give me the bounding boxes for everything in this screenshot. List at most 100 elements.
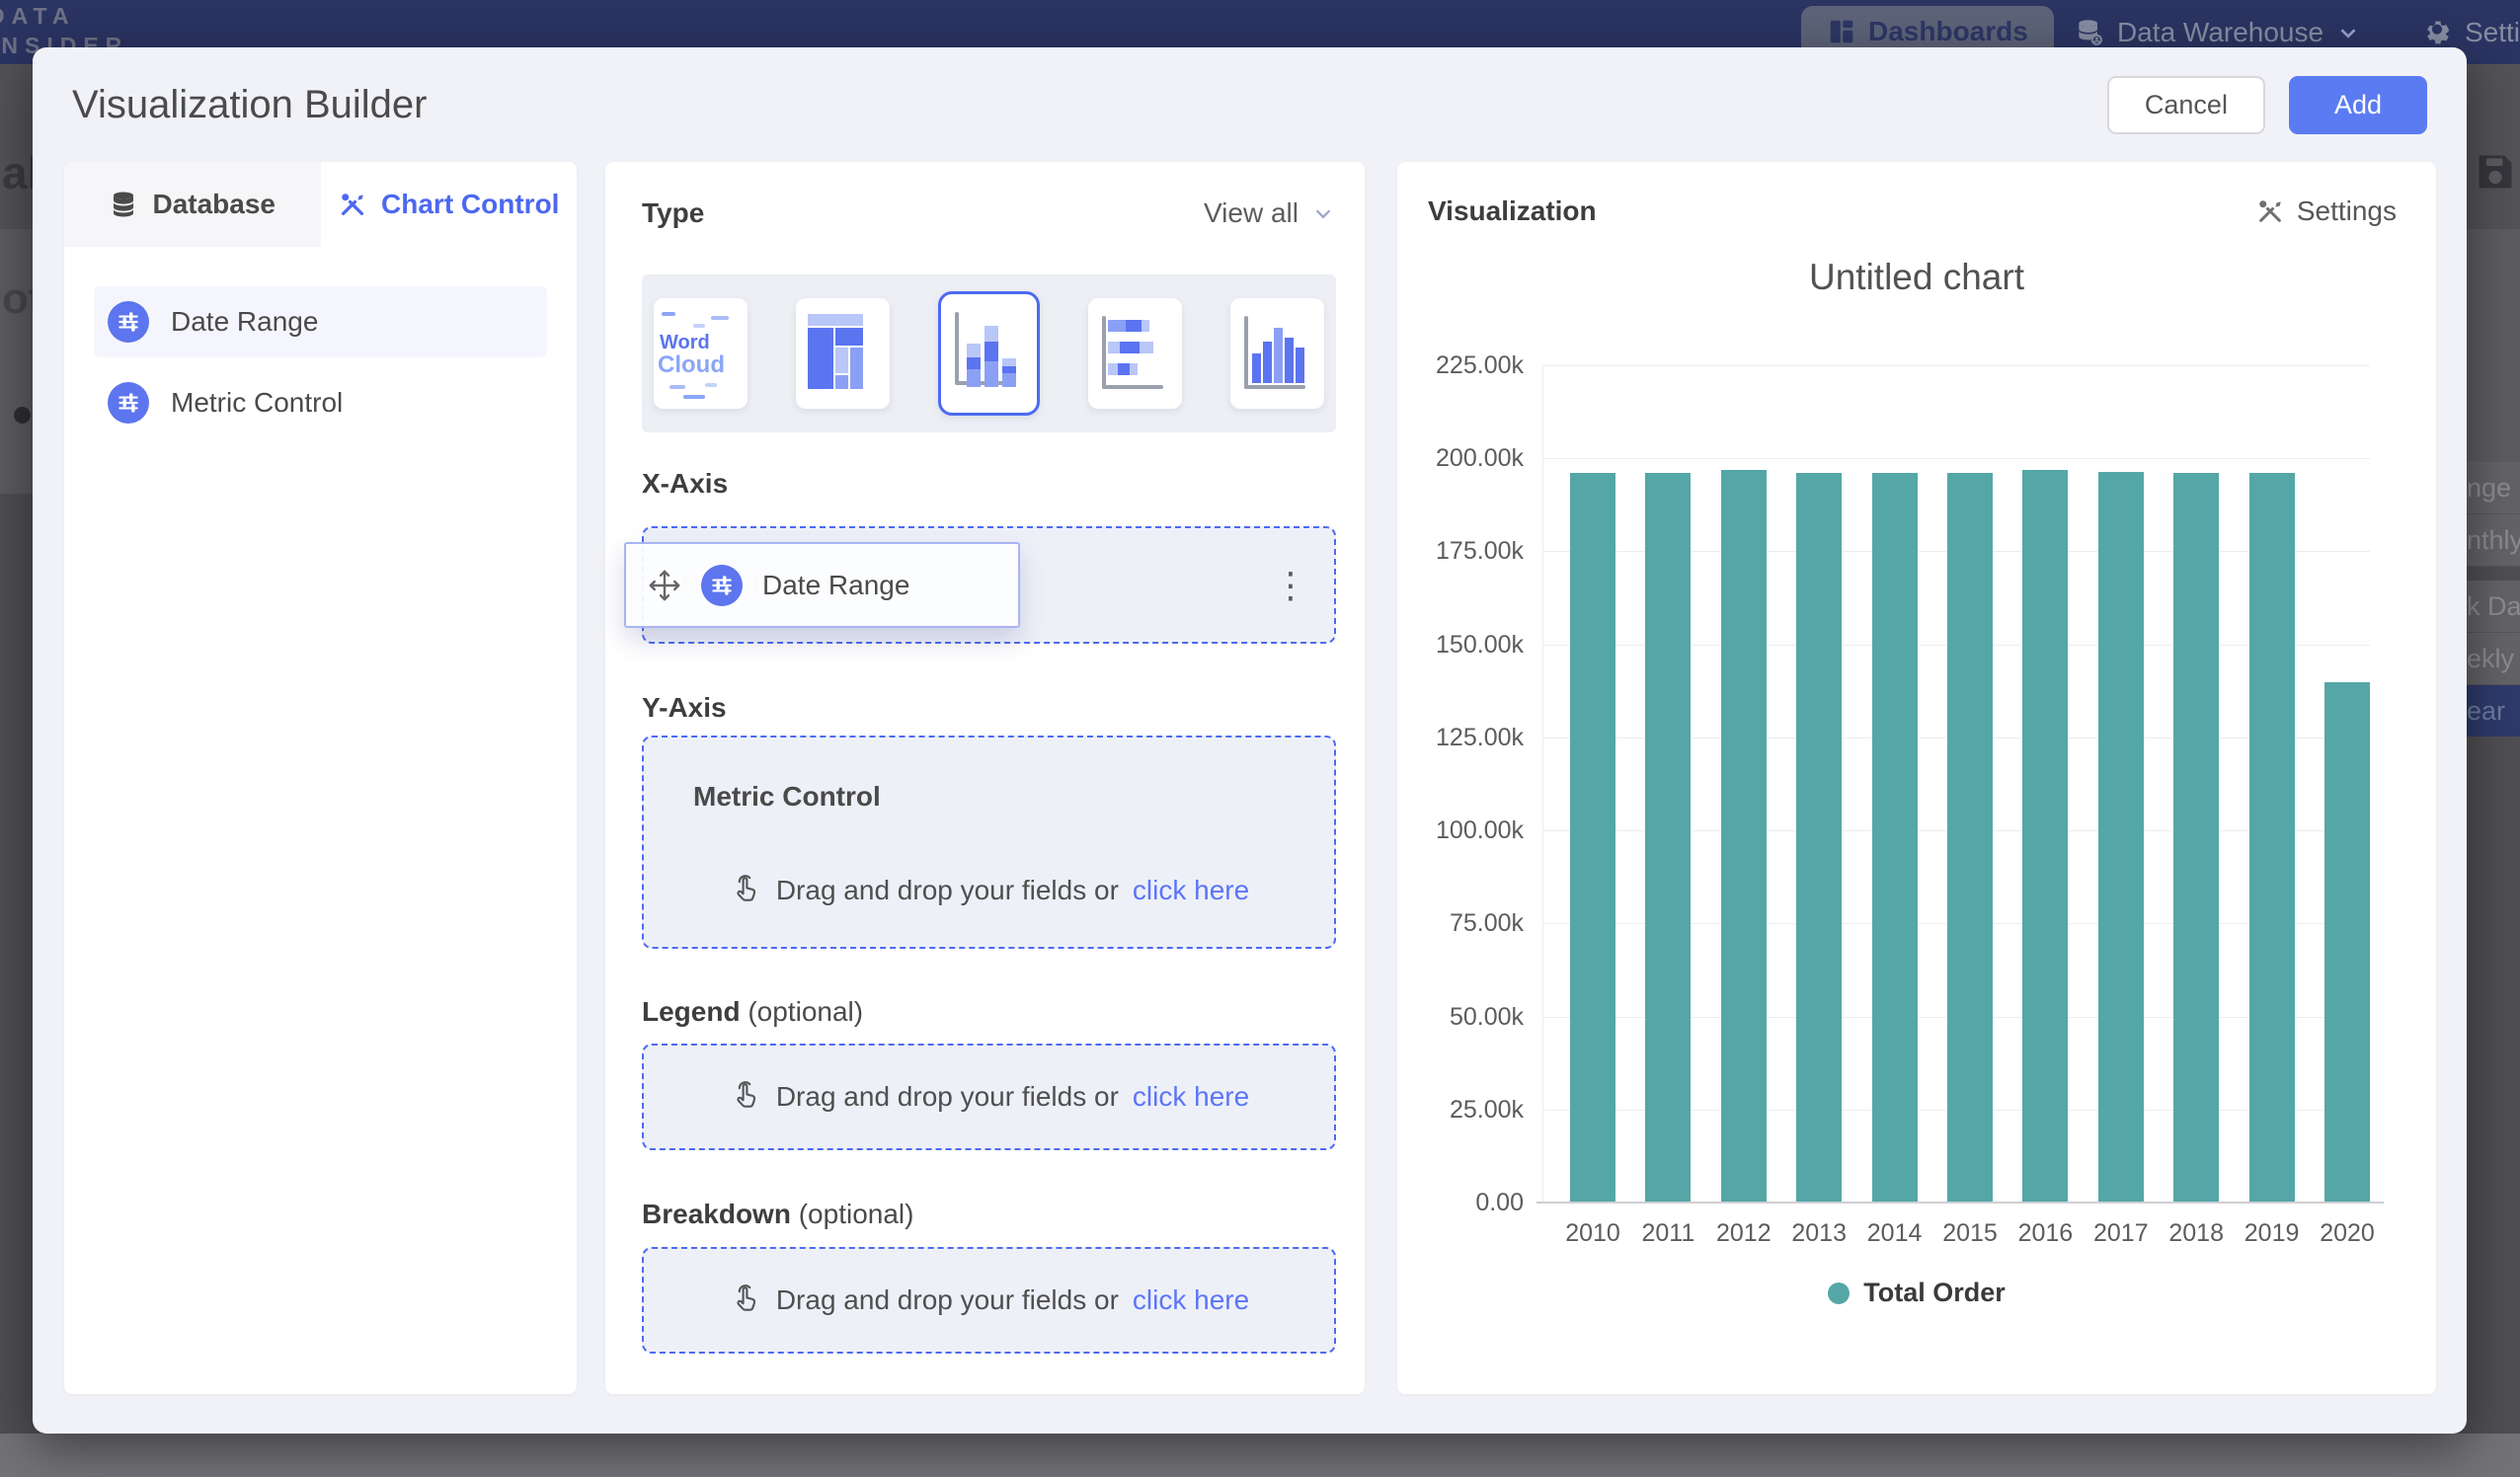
tab-database-label: Database: [152, 189, 276, 220]
chart-bar-2011: [1645, 473, 1691, 1202]
plot-area: [1542, 366, 2370, 1204]
y-tick-label: 75.00k: [1397, 909, 1524, 938]
y-tick-label: 225.00k: [1397, 351, 1524, 380]
chart-bar-2018: [2173, 473, 2219, 1202]
legend-series-label: Total Order: [1863, 1278, 2006, 1308]
chart-bar-2014: [1872, 473, 1918, 1202]
background-bullet: [14, 407, 31, 424]
tune-icon: [108, 382, 149, 424]
chart-type-treemap[interactable]: [796, 298, 890, 409]
y-tick-label: 0.00: [1397, 1189, 1524, 1217]
legend-heading: Legend (optional): [642, 996, 1336, 1028]
kebab-menu-icon[interactable]: ⋮: [1273, 568, 1308, 603]
view-all-dropdown[interactable]: View all: [1204, 197, 1336, 229]
save-icon: [2474, 150, 2517, 194]
legend-heading-suffix: (optional): [748, 996, 863, 1027]
gear-icon: [2421, 17, 2453, 48]
click-hand-icon: [729, 1283, 762, 1317]
chart-type-strip: Word Cloud: [642, 274, 1336, 432]
y-tick-label: 25.00k: [1397, 1096, 1524, 1125]
chart-bar-2012: [1721, 470, 1767, 1202]
breakdown-heading: Breakdown (optional): [642, 1199, 1336, 1230]
background-bottom-strip: [0, 1434, 2520, 1477]
x-axis-heading: X-Axis: [642, 468, 1336, 500]
breakdown-heading-label: Breakdown: [642, 1199, 791, 1229]
fields-list: Date Range Metric Control: [64, 286, 577, 438]
date-range-chip[interactable]: Date Range: [624, 542, 1020, 628]
drop-hint-text: Drag and drop your fields or: [776, 1284, 1119, 1316]
click-hand-icon: [729, 874, 762, 907]
chart-bar-2016: [2022, 470, 2068, 1202]
x-axis-line: [1536, 1202, 2384, 1204]
y-tick-label: 100.00k: [1397, 816, 1524, 845]
field-item-label: Metric Control: [171, 387, 343, 419]
tune-icon: [108, 301, 149, 343]
click-here-link[interactable]: click here: [1133, 1284, 1249, 1316]
x-axis-dropzone[interactable]: Date Range Date Range ⋮: [642, 526, 1336, 644]
chart-type-column[interactable]: [1230, 298, 1324, 409]
word-cloud-text-2: Cloud: [658, 351, 725, 379]
move-icon: [648, 569, 681, 602]
click-here-link[interactable]: click here: [1133, 1081, 1249, 1113]
modal-header: Visualization Builder Cancel Add: [33, 47, 2467, 162]
chart-bar-2010: [1570, 473, 1615, 1202]
y-tick-label: 200.00k: [1397, 444, 1524, 473]
chip-label: Date Range: [762, 570, 909, 601]
tab-chart-control-label: Chart Control: [381, 189, 559, 220]
cancel-button[interactable]: Cancel: [2107, 76, 2265, 134]
dropdown-option-selected-fragment: ear: [2465, 685, 2520, 737]
chart-type-stacked-bar[interactable]: [1088, 298, 1182, 409]
dropdown-option-fragment: nthly: [2465, 514, 2520, 567]
legend-heading-label: Legend: [642, 996, 741, 1027]
chart-bar-2020: [2324, 682, 2370, 1202]
drop-hint-text: Drag and drop your fields or: [776, 875, 1119, 906]
nav-data-warehouse-label: Data Warehouse: [2117, 17, 2323, 48]
database-icon: [2074, 17, 2105, 48]
builder-panel: Type View all Word Cloud: [605, 162, 1365, 1394]
view-all-label: View all: [1204, 197, 1299, 229]
modal-title: Visualization Builder: [72, 83, 427, 127]
nav-settings-label: Settings: [2465, 17, 2520, 48]
add-button[interactable]: Add: [2289, 76, 2427, 134]
database-icon: [109, 190, 138, 219]
dropdown-gap: [2465, 567, 2520, 581]
dropdown-option-fragment: nge: [2465, 462, 2520, 514]
chart-type-stacked-column-selected[interactable]: [938, 291, 1040, 416]
field-item-date-range[interactable]: Date Range: [94, 286, 547, 357]
dropdown-option-fragment: k Date: [2465, 581, 2520, 633]
type-section-heading: Type: [642, 197, 704, 229]
chart-bar-2017: [2098, 472, 2144, 1202]
chevron-down-icon: [1310, 200, 1336, 226]
field-item-label: Date Range: [171, 306, 318, 338]
y-tick-label: 125.00k: [1397, 724, 1524, 752]
y-axis-placeholder-title: Metric Control: [693, 781, 881, 813]
background-dropdown-fragments: nge nthly k Date ekly ear: [2465, 462, 2520, 737]
chart-bar-2015: [1947, 473, 1993, 1202]
logo-line-1: DATA: [0, 1, 128, 31]
drop-hint-text: Drag and drop your fields or: [776, 1081, 1119, 1113]
fields-panel: Database Chart Control: [64, 162, 577, 1394]
visualization-panel: Visualization Settings Untitled chart To…: [1397, 162, 2436, 1394]
chart-area: Total Order 0.00 25.00k 50.00k 75.00k 100.00…: [1397, 162, 2436, 1394]
x-tick-label: 2020: [2303, 1219, 2392, 1248]
y-tick-label: 50.00k: [1397, 1003, 1524, 1032]
y-axis-heading: Y-Axis: [642, 692, 1336, 724]
legend-dropzone[interactable]: Drag and drop your fields or click here: [642, 1044, 1336, 1150]
click-here-link[interactable]: click here: [1133, 875, 1249, 906]
tab-chart-control[interactable]: Chart Control: [321, 162, 578, 247]
click-hand-icon: [729, 1080, 762, 1114]
chart-bar-2019: [2249, 473, 2295, 1202]
gridline: [1542, 458, 2370, 459]
dashboards-grid-icon: [1827, 17, 1856, 46]
chart-legend: Total Order: [1397, 1278, 2436, 1308]
field-item-metric-control[interactable]: Metric Control: [94, 367, 547, 438]
dropdown-option-fragment: ekly: [2465, 633, 2520, 685]
tab-database[interactable]: Database: [64, 162, 321, 247]
tune-icon: [701, 565, 743, 606]
nav-dashboards-label: Dashboards: [1868, 16, 2028, 47]
fields-panel-tabs: Database Chart Control: [64, 162, 577, 247]
y-axis-dropzone[interactable]: Metric Control Drag and drop your fields…: [642, 736, 1336, 949]
chart-type-word-cloud[interactable]: Word Cloud: [654, 298, 748, 409]
breakdown-dropzone[interactable]: Drag and drop your fields or click here: [642, 1247, 1336, 1354]
gridline: [1542, 365, 2370, 366]
